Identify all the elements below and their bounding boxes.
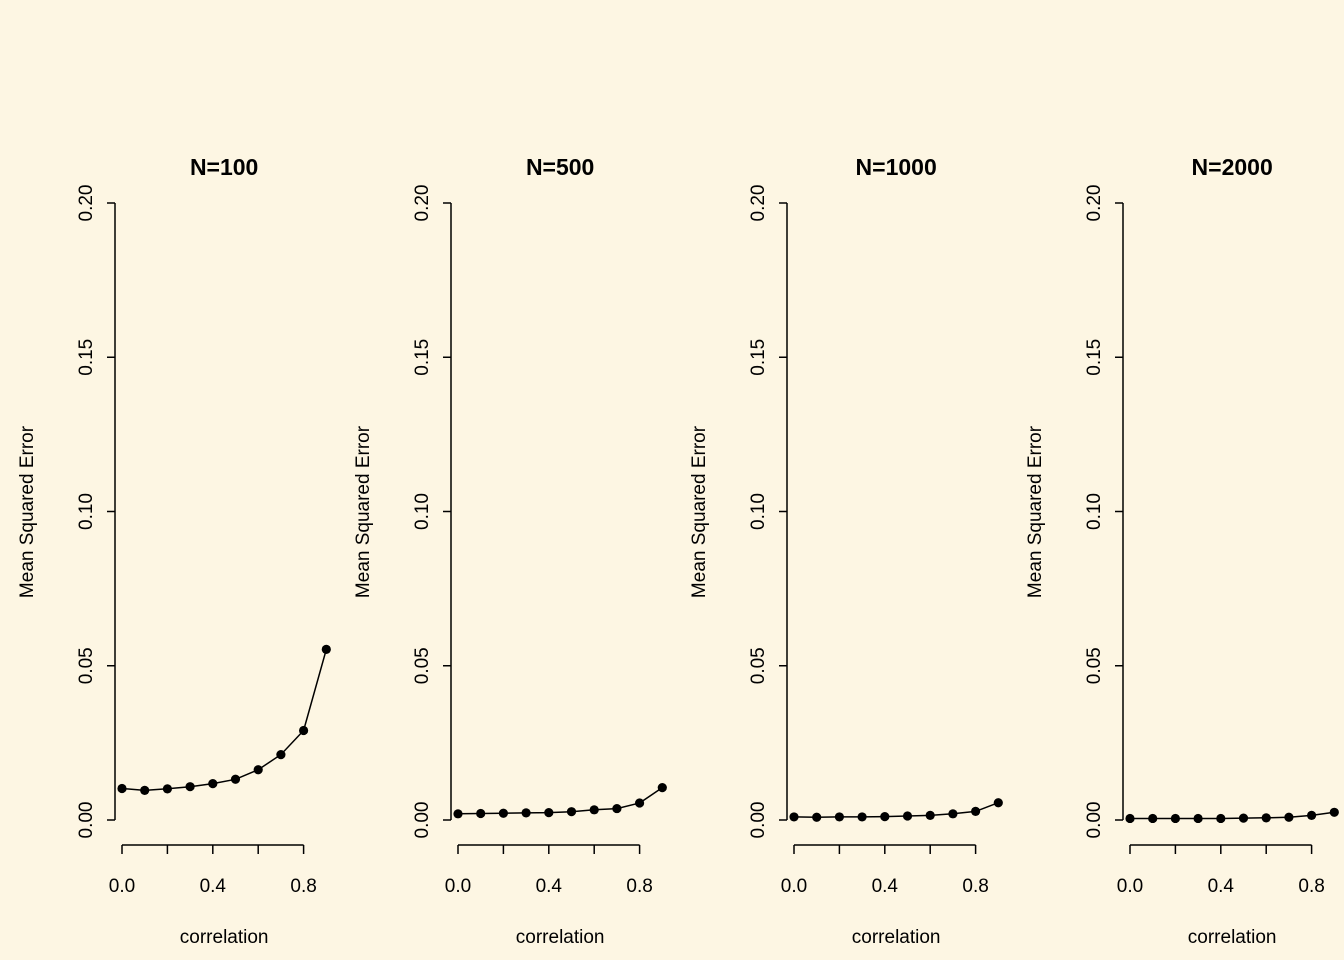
data-point [657, 783, 667, 793]
data-point [1148, 813, 1158, 824]
data-point [993, 798, 1003, 808]
x-tick-label: 0.0 [781, 876, 807, 897]
data-point [812, 812, 822, 822]
x-tick-label: 0.0 [445, 876, 471, 897]
data-point [208, 778, 218, 789]
data-point [299, 725, 309, 736]
panel-title: N=2000 [1192, 154, 1273, 180]
data-point [521, 808, 531, 818]
y-tick-label: 0.15 [1084, 339, 1105, 376]
y-tick-label: 0.20 [1084, 185, 1105, 222]
panel-title: N=500 [526, 154, 594, 180]
data-point [635, 798, 645, 808]
data-point [117, 783, 127, 794]
data-point [566, 807, 577, 817]
x-tick-label: 0.8 [1298, 876, 1324, 897]
data-point [276, 749, 286, 760]
data-point [253, 765, 263, 775]
panel-title: N=1000 [856, 154, 937, 180]
data-point [880, 812, 890, 822]
y-tick-label: 0.10 [1084, 493, 1105, 530]
data-point [857, 812, 867, 822]
data-point [1216, 813, 1226, 824]
plot-panel-1: N=100 0.00 0.05 0.10 0.15 0.20 Mean Squared Er… [17, 154, 331, 948]
plot-panel-4: N=2000 0.00 0.05 0.10 0.15 0.20 Mean Squared E… [1025, 154, 1339, 948]
x-axis-title: correlation [516, 927, 605, 948]
x-axis-title: correlation [180, 927, 269, 948]
data-point [453, 809, 463, 819]
data-point [1284, 812, 1294, 822]
series-line [457, 786, 663, 815]
x-tick-label: 0.4 [200, 876, 227, 897]
panel-title: N=100 [190, 154, 258, 180]
x-tick-label: 0.4 [536, 876, 563, 897]
data-point [185, 782, 195, 792]
y-tick-label: 0.05 [76, 647, 97, 684]
y-tick-label: 0.15 [76, 339, 97, 376]
data-point [834, 812, 845, 822]
y-tick-label: 0.15 [412, 339, 433, 376]
series-line [1130, 811, 1335, 820]
x-tick-label: 0.8 [962, 876, 988, 897]
y-axis-title: Mean Squared Error [17, 425, 38, 598]
x-axis-title: correlation [852, 927, 941, 948]
data-point [476, 808, 486, 819]
y-tick-label: 0.10 [412, 493, 433, 530]
x-tick-label: 0.4 [1208, 876, 1235, 897]
data-point [162, 784, 172, 794]
y-axis-title: Mean Squared Error [353, 425, 374, 598]
data-point [544, 807, 554, 818]
data-point [140, 785, 150, 795]
y-tick-label: 0.15 [748, 339, 769, 376]
y-tick-label: 0.20 [412, 185, 433, 222]
data-point [948, 809, 958, 819]
data-point [1170, 813, 1180, 824]
data-point [498, 808, 508, 818]
y-axis-title: Mean Squared Error [1025, 425, 1046, 598]
y-tick-label: 0.05 [748, 647, 769, 684]
x-tick-label: 0.0 [1117, 876, 1143, 897]
data-point [925, 810, 935, 820]
data-point [589, 805, 599, 815]
plot-panel-3: N=1000 0.00 0.05 0.10 0.15 0.20 Mean Squared E… [689, 154, 1003, 948]
data-point [1238, 813, 1249, 823]
y-tick-label: 0.00 [1084, 802, 1105, 839]
data-point [971, 806, 981, 816]
data-point [1193, 813, 1203, 824]
y-axis-title: Mean Squared Error [689, 425, 710, 598]
y-tick-label: 0.05 [412, 647, 433, 684]
data-point [1307, 810, 1317, 820]
y-tick-label: 0.00 [412, 802, 433, 839]
y-tick-label: 0.20 [748, 185, 769, 222]
data-point [1261, 813, 1271, 823]
series-line [121, 649, 328, 792]
y-tick-label: 0.20 [76, 185, 97, 222]
x-tick-label: 0.4 [872, 876, 899, 897]
plot-panel-2: N=500 0.00 0.05 0.10 0.15 0.20 Mean Squared Er… [353, 154, 667, 948]
data-point [612, 803, 622, 814]
data-point [902, 811, 913, 821]
y-tick-label: 0.10 [76, 493, 97, 530]
y-tick-label: 0.05 [1084, 647, 1105, 684]
y-tick-label: 0.00 [748, 802, 769, 839]
data-point [789, 812, 799, 822]
x-tick-label: 0.0 [109, 876, 135, 897]
data-point [1125, 813, 1135, 824]
data-point [1329, 807, 1339, 817]
y-tick-label: 0.10 [748, 493, 769, 530]
data-point [321, 644, 331, 654]
series-line [793, 801, 999, 818]
y-tick-label: 0.00 [76, 802, 97, 839]
x-tick-label: 0.8 [290, 876, 316, 897]
data-point [230, 774, 241, 784]
x-tick-label: 0.8 [626, 876, 652, 897]
x-axis-title: correlation [1188, 927, 1277, 948]
